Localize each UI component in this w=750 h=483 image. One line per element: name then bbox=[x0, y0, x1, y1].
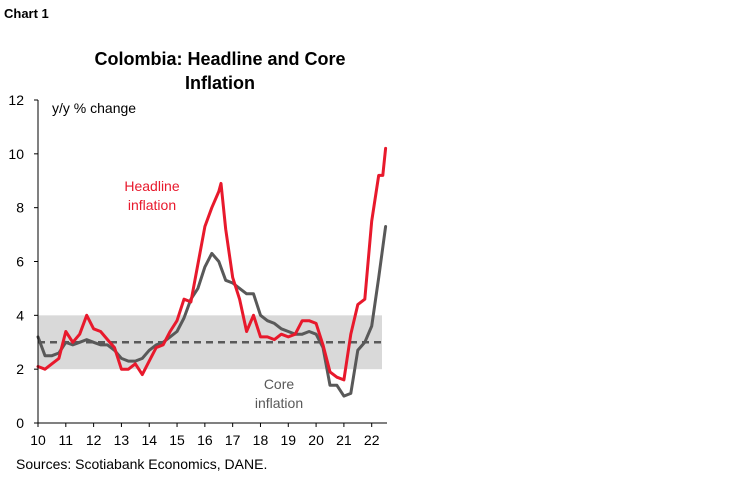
y-axis-label: y/y % change bbox=[52, 100, 136, 116]
y-tick-label: 0 bbox=[16, 415, 24, 431]
y-tick-label: 10 bbox=[8, 146, 24, 162]
x-tick-label: 10 bbox=[30, 432, 46, 448]
chart-number-label: Chart 1 bbox=[4, 6, 49, 21]
core-annotation-label: Core bbox=[264, 376, 295, 392]
x-tick-label: 17 bbox=[225, 432, 241, 448]
x-tick-label: 21 bbox=[336, 432, 352, 448]
x-tick-label: 22 bbox=[364, 432, 380, 448]
y-tick-label: 8 bbox=[16, 200, 24, 216]
x-tick-label: 18 bbox=[253, 432, 269, 448]
x-tick-label: 19 bbox=[280, 432, 296, 448]
y-tick-label: 2 bbox=[16, 361, 24, 377]
chart-title-line-2: Inflation bbox=[185, 73, 255, 93]
x-tick-label: 12 bbox=[86, 432, 102, 448]
x-tick-label: 13 bbox=[114, 432, 130, 448]
headline-inflation-line bbox=[36, 146, 388, 382]
axes-layer bbox=[34, 99, 387, 427]
core-inflation-line bbox=[36, 225, 388, 398]
y-tick-label: 4 bbox=[16, 307, 24, 323]
source-note: Sources: Scotiabank Economics, DANE. bbox=[16, 456, 268, 472]
x-tick-label: 15 bbox=[169, 432, 185, 448]
chart-title: Colombia: Headline and Core Inflation bbox=[30, 47, 410, 95]
chart-title-line-1: Colombia: Headline and Core bbox=[94, 49, 346, 69]
x-tick-label: 14 bbox=[141, 432, 157, 448]
x-tick-label: 20 bbox=[308, 432, 324, 448]
x-tick-label: 11 bbox=[59, 432, 74, 448]
x-tick-label: 16 bbox=[197, 432, 213, 448]
core-annotation-label: inflation bbox=[255, 395, 303, 411]
headline-annotation-label: inflation bbox=[128, 197, 176, 213]
labels-layer: 0 2 4 6 8 10 12 10 11 12 13 14 15 16 17 18 19 20 21 22 y/y %… bbox=[8, 92, 379, 448]
y-tick-label: 12 bbox=[8, 92, 24, 108]
series-layer bbox=[36, 146, 388, 398]
headline-annotation-label: Headline bbox=[124, 178, 179, 194]
y-tick-label: 6 bbox=[16, 254, 24, 270]
